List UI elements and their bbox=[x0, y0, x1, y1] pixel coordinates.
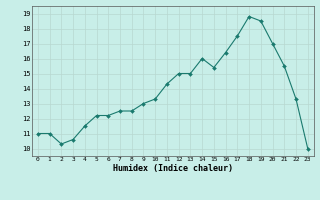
X-axis label: Humidex (Indice chaleur): Humidex (Indice chaleur) bbox=[113, 164, 233, 173]
